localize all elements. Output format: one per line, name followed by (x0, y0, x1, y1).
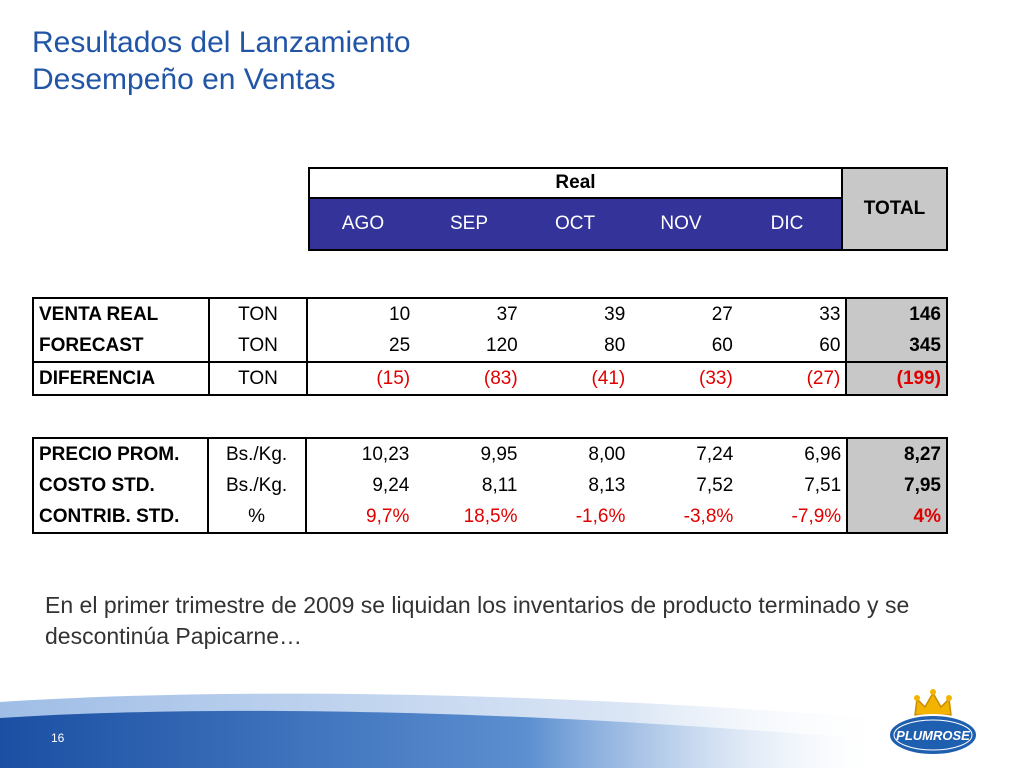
title-line-1: Resultados del Lanzamiento (32, 26, 411, 59)
cell-oct: (41) (522, 361, 631, 396)
cell-total: 7,95 (846, 470, 948, 501)
cell-total: 146 (845, 297, 948, 330)
cell-dic: 6,96 (738, 437, 848, 470)
row-unit: TON (208, 361, 308, 396)
cell-sep: 9,95 (414, 437, 523, 470)
cell-total: 4% (846, 501, 948, 534)
cell-ago: 25 (305, 330, 416, 362)
cell-nov: -3,8% (630, 501, 739, 534)
month-sep: SEP (449, 213, 489, 234)
cell-sep: 8,11 (481, 474, 518, 496)
cell-oct: -1,6% (522, 501, 631, 534)
table-row: PRECIO PROM. Bs./Kg. 10,23 9,95 8,00 7,2… (32, 437, 948, 470)
cell-oct: 8,13 (588, 474, 626, 496)
cell-nov: 7,52 (696, 474, 734, 496)
cell-sep: 120 (486, 334, 518, 356)
volume-table: VENTA REAL TON 10 37 39 27 33 146 FORECA… (31, 297, 948, 396)
cell-sep: (83) (415, 361, 523, 396)
table-row: VENTA REAL TON 10 37 39 27 33 146 (31, 297, 948, 330)
svg-text:PLUMROSE: PLUMROSE (896, 728, 970, 743)
month-header-table: Real TOTAL AGO SEP OCT NOV DIC (308, 167, 948, 251)
cell-dic: 7,51 (804, 474, 842, 496)
cell-nov: 7,24 (630, 437, 739, 470)
cell-sep: 18,5% (414, 501, 523, 534)
cell-ago: (15) (305, 361, 416, 396)
cell-dic: -7,9% (738, 501, 848, 534)
row-label: PRECIO PROM. (32, 437, 209, 470)
title-line-2: Desempeño en Ventas (32, 63, 336, 96)
row-unit: % (206, 501, 307, 534)
page-number: 16 (51, 731, 65, 745)
row-unit: TON (208, 297, 308, 330)
real-header: Real (308, 167, 843, 199)
cell-total: 345 (845, 330, 948, 362)
cell-total: (199) (845, 361, 948, 396)
cell-oct: 8,00 (522, 437, 631, 470)
month-oct: OCT (554, 213, 596, 234)
months-band: AGO SEP OCT NOV DIC (308, 197, 843, 251)
row-label: VENTA REAL (31, 297, 211, 330)
slide-title: Resultados del Lanzamiento Desempeño en … (32, 24, 411, 98)
month-ago: AGO (341, 213, 385, 234)
table-row: FORECAST TON 25 120 80 60 60 345 (31, 330, 948, 362)
cell-sep: 37 (415, 297, 523, 330)
month-nov: NOV (660, 213, 702, 234)
table-row: COSTO STD. Bs./Kg. 9,24 8,11 8,13 7,52 7… (32, 470, 948, 501)
row-label: COSTO STD. (32, 470, 209, 501)
cell-oct: 80 (604, 334, 626, 356)
cell-nov: 60 (711, 334, 733, 356)
cell-ago: 10,23 (304, 437, 415, 470)
row-label: DIFERENCIA (31, 361, 211, 396)
cell-dic: 33 (737, 297, 847, 330)
cell-nov: (33) (630, 361, 738, 396)
cell-dic: (27) (737, 361, 847, 396)
row-unit: Bs./Kg. (206, 437, 307, 470)
row-label: CONTRIB. STD. (32, 501, 209, 534)
footer-wave (0, 693, 900, 768)
cell-nov: 27 (630, 297, 738, 330)
cell-ago: 9,24 (304, 470, 415, 501)
note-text: En el primer trimestre de 2009 se liquid… (45, 592, 910, 649)
row-label: FORECAST (31, 330, 211, 362)
price-table: PRECIO PROM. Bs./Kg. 10,23 9,95 8,00 7,2… (32, 437, 948, 534)
row-unit: TON (208, 330, 308, 362)
table-row: CONTRIB. STD. % 9,7% 18,5% -1,6% -3,8% -… (32, 501, 948, 534)
crown-icon (914, 689, 952, 716)
cell-ago: 9,7% (304, 501, 415, 534)
cell-oct: 39 (522, 297, 631, 330)
cell-dic: 60 (819, 334, 841, 356)
table-row: DIFERENCIA TON (15) (83) (41) (33) (27) … (31, 361, 948, 396)
row-unit: Bs./Kg. (206, 470, 307, 501)
month-dic: DIC (770, 213, 804, 234)
total-header: TOTAL (841, 167, 948, 251)
plumrose-logo: PLUMROSE (888, 689, 978, 756)
cell-total: 8,27 (846, 437, 948, 470)
cell-ago: 10 (305, 297, 416, 330)
